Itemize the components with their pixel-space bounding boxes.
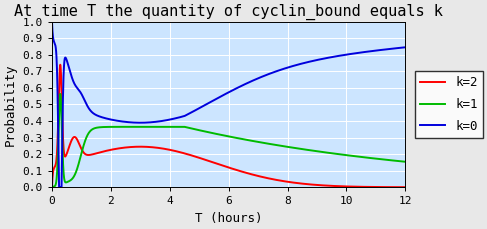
k=2 — [90, 153, 95, 156]
Title: At time T the quantity of cyclin_bound equals k: At time T the quantity of cyclin_bound e… — [14, 4, 443, 20]
k=0 — [395, 47, 401, 49]
Line: k=1: k=1 — [52, 94, 405, 187]
k=0 — [357, 51, 363, 54]
k=0 — [111, 119, 116, 121]
k=2 — [357, 185, 363, 188]
k=2 — [200, 158, 206, 160]
k=1 — [357, 155, 363, 158]
k=0 — [402, 46, 408, 49]
k=1 — [90, 128, 95, 131]
k=1 — [49, 186, 55, 189]
k=2 — [49, 186, 55, 189]
k=0 — [200, 105, 206, 108]
k=0 — [49, 20, 55, 23]
k=0 — [56, 186, 62, 189]
Line: k=2: k=2 — [52, 65, 405, 187]
Legend: k=2, k=1, k=0: k=2, k=1, k=0 — [415, 71, 483, 138]
k=2 — [395, 186, 401, 188]
k=1 — [395, 160, 401, 162]
k=0 — [185, 113, 190, 116]
k=2 — [57, 63, 63, 66]
k=1 — [111, 125, 116, 128]
k=0 — [90, 111, 95, 114]
k=1 — [185, 126, 190, 129]
X-axis label: T (hours): T (hours) — [195, 212, 262, 225]
k=1 — [200, 130, 206, 132]
k=2 — [111, 148, 116, 151]
Line: k=0: k=0 — [52, 22, 405, 187]
Y-axis label: Probability: Probability — [4, 63, 17, 146]
k=2 — [402, 186, 408, 188]
k=1 — [57, 93, 63, 95]
k=1 — [402, 160, 408, 163]
k=2 — [185, 153, 190, 156]
